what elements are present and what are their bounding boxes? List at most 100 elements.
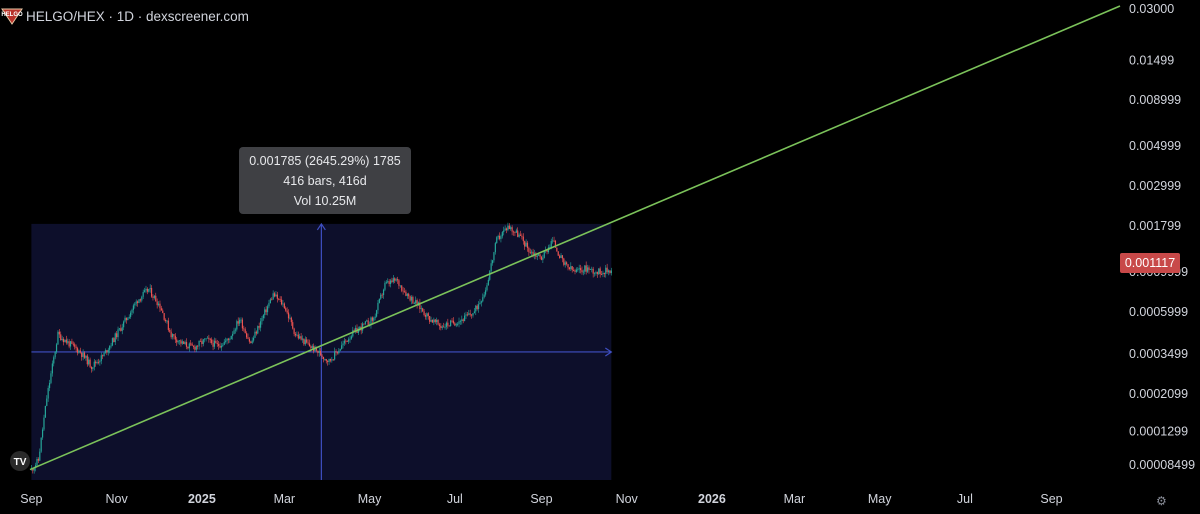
candle-body — [431, 320, 434, 323]
trend-line-layer[interactable] — [29, 5, 1121, 471]
candle-body — [146, 288, 148, 292]
candle-body — [359, 326, 361, 329]
candle-body — [220, 345, 223, 348]
candle-body — [96, 362, 98, 364]
candle-body — [69, 341, 72, 347]
candle-body — [531, 251, 533, 253]
candle-body — [257, 326, 259, 334]
candle-body — [40, 437, 42, 452]
candle-body — [50, 373, 52, 383]
candle-body — [301, 338, 304, 340]
candle-body — [93, 361, 95, 368]
candle-body — [445, 322, 448, 327]
candle-body — [280, 299, 283, 305]
candle-body — [396, 279, 399, 281]
candle-body — [202, 339, 204, 345]
x-tick-label: Jul — [447, 492, 463, 506]
y-tick-label: 0.008999 — [1129, 93, 1181, 107]
candle-body — [515, 230, 517, 233]
candle-body — [403, 291, 406, 293]
candle-body — [482, 297, 484, 302]
candle-body — [37, 458, 39, 461]
candle-body — [392, 278, 394, 282]
candle-body — [261, 318, 263, 322]
candle-body — [468, 313, 470, 315]
candle-body — [289, 317, 291, 319]
candle-body — [588, 267, 590, 270]
candle-body — [427, 313, 429, 316]
candle-body — [448, 325, 450, 327]
candle-body — [315, 346, 318, 351]
candle-body — [388, 281, 390, 285]
candle-body — [538, 254, 540, 256]
candle-body — [402, 290, 404, 292]
candle-body — [99, 361, 101, 363]
candle-body — [205, 338, 207, 340]
candle-body — [54, 351, 56, 358]
candle-body — [394, 278, 396, 281]
candle-body — [88, 359, 90, 365]
candle-body — [167, 320, 169, 330]
candle-body — [71, 341, 73, 344]
candle-body — [363, 323, 365, 325]
candle-body — [574, 270, 576, 272]
candle-body — [346, 341, 348, 342]
candle-body — [95, 361, 97, 364]
candle-body — [469, 313, 471, 315]
candle-body — [609, 270, 611, 274]
candle-body — [266, 306, 269, 313]
candle-body — [60, 334, 62, 341]
candle-body — [81, 352, 83, 357]
candle-body — [103, 352, 105, 357]
trend-line — [29, 5, 1121, 471]
candle-body — [455, 324, 457, 326]
candle-body — [357, 328, 359, 333]
candle-body — [192, 345, 195, 347]
candle-body — [479, 302, 481, 305]
candle-body — [451, 320, 453, 322]
candle-body — [554, 240, 557, 248]
candle-body — [303, 338, 305, 345]
candle-body — [522, 236, 524, 242]
candle-body — [571, 266, 573, 270]
candle-body — [387, 281, 389, 283]
candle-body — [134, 303, 136, 306]
candle-body — [423, 311, 425, 316]
measure-volume: Vol 10.25M — [293, 194, 357, 208]
candle-body — [67, 341, 69, 343]
settings-gear-icon[interactable]: ⚙ — [1156, 494, 1167, 508]
candle-body — [107, 349, 109, 353]
candle-body — [204, 338, 206, 340]
candle-body — [148, 289, 150, 292]
candle-body — [321, 355, 323, 357]
candle-body — [47, 387, 49, 399]
x-tick-label: Sep — [530, 492, 552, 506]
candle-body — [524, 241, 526, 247]
candle-body — [153, 295, 155, 298]
candle-body — [177, 341, 179, 343]
candle-body — [505, 228, 508, 231]
candle-body — [290, 317, 292, 323]
candle-body — [493, 252, 495, 261]
candle-body — [86, 355, 88, 365]
candle-body — [278, 298, 280, 300]
axes: 0.03000 0.01499 0.008999 0.004999 0.002999 0.… — [20, 2, 1195, 506]
candle-body — [430, 320, 432, 322]
tradingview-logo-icon[interactable]: TV — [6, 450, 34, 472]
candle-body — [381, 294, 383, 296]
candle-body — [268, 303, 270, 307]
candle-body — [335, 351, 337, 353]
candle-body — [273, 293, 276, 297]
candle-body — [452, 320, 455, 324]
candle-body — [526, 242, 529, 248]
candle-body — [462, 319, 464, 322]
candle-body — [507, 225, 509, 231]
candle-body — [181, 341, 183, 344]
candle-body — [128, 316, 130, 319]
candle-body — [511, 227, 513, 232]
candle-body — [156, 301, 158, 306]
candle-body — [459, 320, 462, 322]
candle-body — [247, 337, 249, 339]
candle-body — [152, 296, 154, 298]
